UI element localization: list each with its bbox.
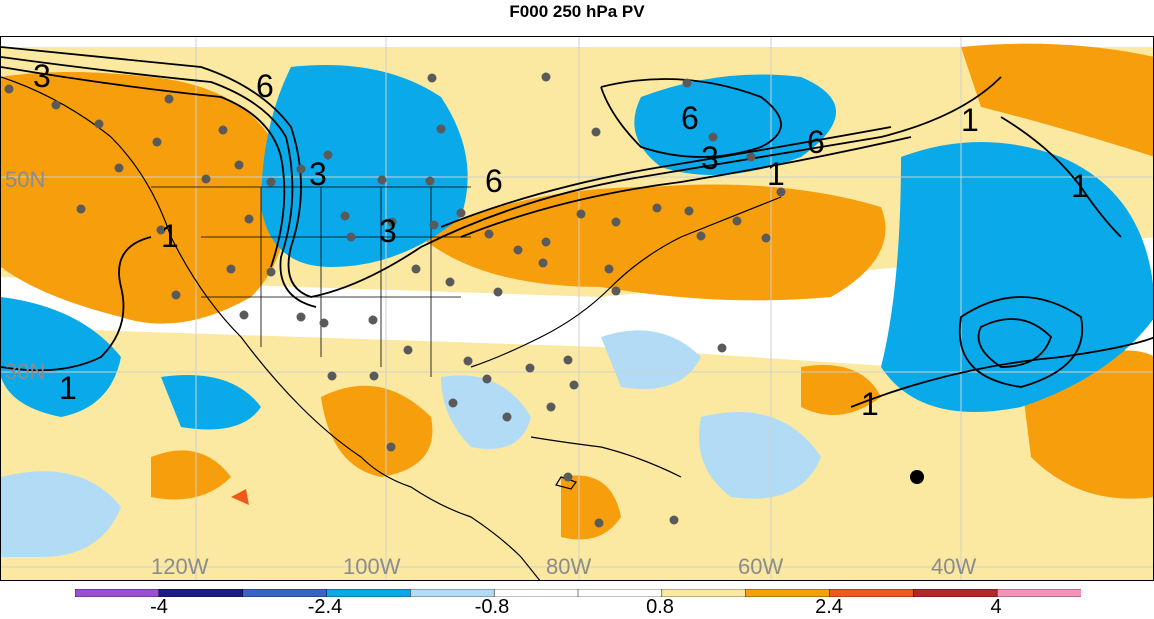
colorbar-tick-label: -0.8 <box>474 596 510 618</box>
pv-contours <box>1 46 1153 408</box>
colorbar-tick-label: 2.4 <box>815 596 843 618</box>
map-title: F000 250 hPa PV <box>509 2 645 21</box>
contour-label: 1 <box>1071 168 1089 204</box>
coastlines <box>1 76 782 580</box>
highlight-station <box>910 470 924 484</box>
lon-label-40w: 40W <box>931 554 977 579</box>
colorbar <box>75 589 1081 597</box>
contour-label: 1 <box>961 102 979 138</box>
contour-label: 6 <box>485 163 503 199</box>
station-dots <box>4 72 786 528</box>
lon-label-60w: 60W <box>738 554 784 579</box>
lat-label-30n: 30N <box>5 359 46 384</box>
lon-label-120w: 120W <box>151 554 209 579</box>
anomaly-fills <box>1 43 1153 580</box>
lat-lon-grid <box>1 37 1153 580</box>
colorbar-tick-label: -2.4 <box>307 596 343 618</box>
contour-label: 1 <box>861 386 879 422</box>
political-borders <box>151 186 471 377</box>
contour-label: 6 <box>807 124 825 160</box>
lon-label-80w: 80W <box>546 554 592 579</box>
lat-label-50n: 50N <box>5 167 46 192</box>
contour-label: 6 <box>256 68 274 104</box>
contour-label: 1 <box>767 156 785 192</box>
colorbar-tick-label: 0.8 <box>646 596 674 618</box>
lon-label-100w: 100W <box>343 554 401 579</box>
contour-label: 3 <box>33 58 51 94</box>
colorbar-swatch <box>75 589 160 597</box>
pv-map: 3 6 3 3 6 6 3 6 1 1 1 1 1 1 50N 30N 120W… <box>0 36 1154 581</box>
colorbar-tick-label: 4 <box>990 596 1002 618</box>
pv-field: 3 6 3 3 6 6 3 6 1 1 1 1 1 1 <box>1 37 1153 580</box>
colorbar-swatch <box>661 589 747 597</box>
contour-label: 3 <box>309 156 327 192</box>
contour-label: 3 <box>379 213 397 249</box>
contour-label: 1 <box>161 218 179 254</box>
contour-label: 6 <box>681 100 699 136</box>
colorbar-tick-label: -4 <box>150 596 168 618</box>
colorbar-swatch <box>996 589 1081 597</box>
contour-label: 1 <box>59 370 77 406</box>
colorbar-swatch <box>158 589 244 597</box>
contour-label: 3 <box>701 140 719 176</box>
contour-value-labels: 3 6 3 3 6 6 3 6 1 1 1 1 1 1 <box>33 58 1089 422</box>
colorbar-swatch <box>913 589 998 597</box>
